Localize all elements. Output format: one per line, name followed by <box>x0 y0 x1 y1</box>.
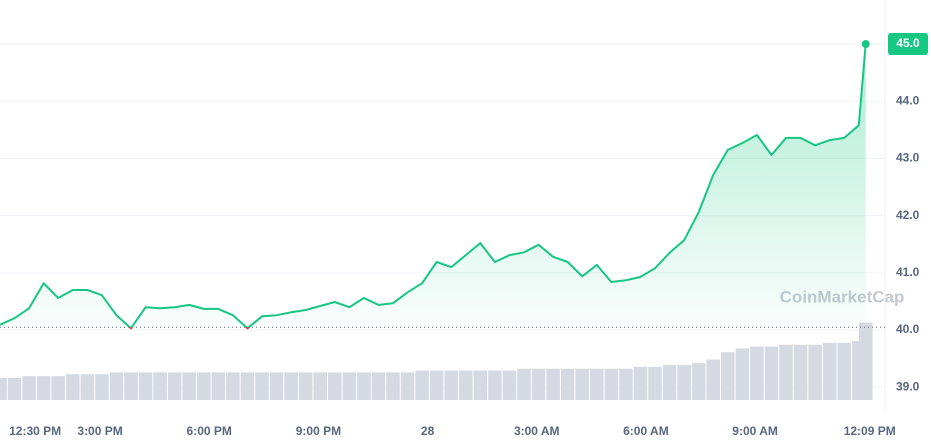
volume-bar <box>109 372 124 400</box>
volume-bar <box>808 344 822 400</box>
volume-bar <box>342 372 357 400</box>
volume-bar <box>357 372 371 400</box>
volume-bar <box>153 372 167 400</box>
last-point <box>861 40 870 49</box>
volume-bar <box>444 370 459 400</box>
volume-bar <box>211 372 226 400</box>
volume-bar <box>633 366 648 400</box>
y-tick-label: 39.0 <box>896 379 920 393</box>
volume-bar <box>415 370 429 400</box>
x-tick-label: 6:00 AM <box>623 424 669 438</box>
volume-bar <box>298 372 313 400</box>
y-tick-label: 41.0 <box>896 265 920 279</box>
volume-bar <box>793 344 808 400</box>
volume-bar <box>371 372 386 400</box>
volume-bar <box>197 372 211 400</box>
volume-bar <box>473 370 488 400</box>
volume-bar <box>95 374 109 400</box>
volume-bar <box>858 322 873 400</box>
x-tick-label: 6:00 PM <box>187 424 232 438</box>
volume-bar <box>604 368 619 400</box>
volume-bar <box>662 365 677 400</box>
volume-bar <box>167 372 182 400</box>
volume-bar <box>22 376 36 400</box>
volume-bar <box>822 342 837 400</box>
price-tag <box>888 33 928 56</box>
volume-bar <box>51 376 66 400</box>
volume-bar <box>575 368 590 400</box>
volume-bar <box>284 372 298 400</box>
volume-bar <box>80 374 95 400</box>
volume-bar <box>240 372 255 400</box>
volume-bar <box>138 372 153 400</box>
volume-bar <box>0 377 7 400</box>
price-line <box>0 43 867 330</box>
x-tick-label: 3:00 PM <box>77 424 122 438</box>
x-tick-label: 9:00 PM <box>296 424 341 438</box>
volume-bar <box>488 370 502 400</box>
volume-bar <box>182 372 197 400</box>
volume-bar <box>764 346 779 400</box>
x-tick-label: 28 <box>421 424 435 438</box>
volume-bar <box>779 344 793 400</box>
volume-bar <box>691 363 706 400</box>
volume-bar <box>837 342 852 400</box>
volume-bar <box>706 359 721 400</box>
price-tag-label: 45.0 <box>896 36 920 50</box>
volume-bar <box>531 368 546 400</box>
x-tick-label: 12:09 PM <box>844 424 896 438</box>
volume-bar <box>735 348 750 400</box>
volume-bar <box>66 374 80 400</box>
y-tick-label: 43.0 <box>896 151 920 165</box>
volume-bar <box>313 372 328 400</box>
y-tick-label: 40.0 <box>896 322 920 336</box>
volume-bar <box>459 370 473 400</box>
volume-bar <box>400 372 415 400</box>
volume-bar <box>328 372 342 400</box>
volume-bar <box>721 352 735 400</box>
y-tick-label: 44.0 <box>896 93 920 107</box>
x-tick-label: 3:00 AM <box>514 424 560 438</box>
volume-bar <box>750 346 764 400</box>
volume-bar <box>36 376 51 400</box>
volume-bar <box>226 372 240 400</box>
volume-bar <box>502 370 517 400</box>
volume-bar <box>124 372 138 400</box>
volume-bar <box>546 368 560 400</box>
volume-bar <box>517 368 531 400</box>
volume-bar <box>590 368 604 400</box>
volume-bar <box>648 366 662 400</box>
volume-bar <box>269 372 284 400</box>
volume-bar <box>429 370 444 400</box>
area <box>0 44 866 329</box>
x-tick-label: 12:30 PM <box>9 424 61 438</box>
volume-bar <box>619 368 633 400</box>
volume-bar <box>386 372 400 400</box>
volume-bar <box>7 377 22 400</box>
x-tick-label: 9:00 AM <box>732 424 778 438</box>
volume-bar <box>677 365 691 400</box>
y-tick-label: 42.0 <box>896 208 920 222</box>
volume-bar <box>560 368 575 400</box>
volume-bar <box>255 372 269 400</box>
